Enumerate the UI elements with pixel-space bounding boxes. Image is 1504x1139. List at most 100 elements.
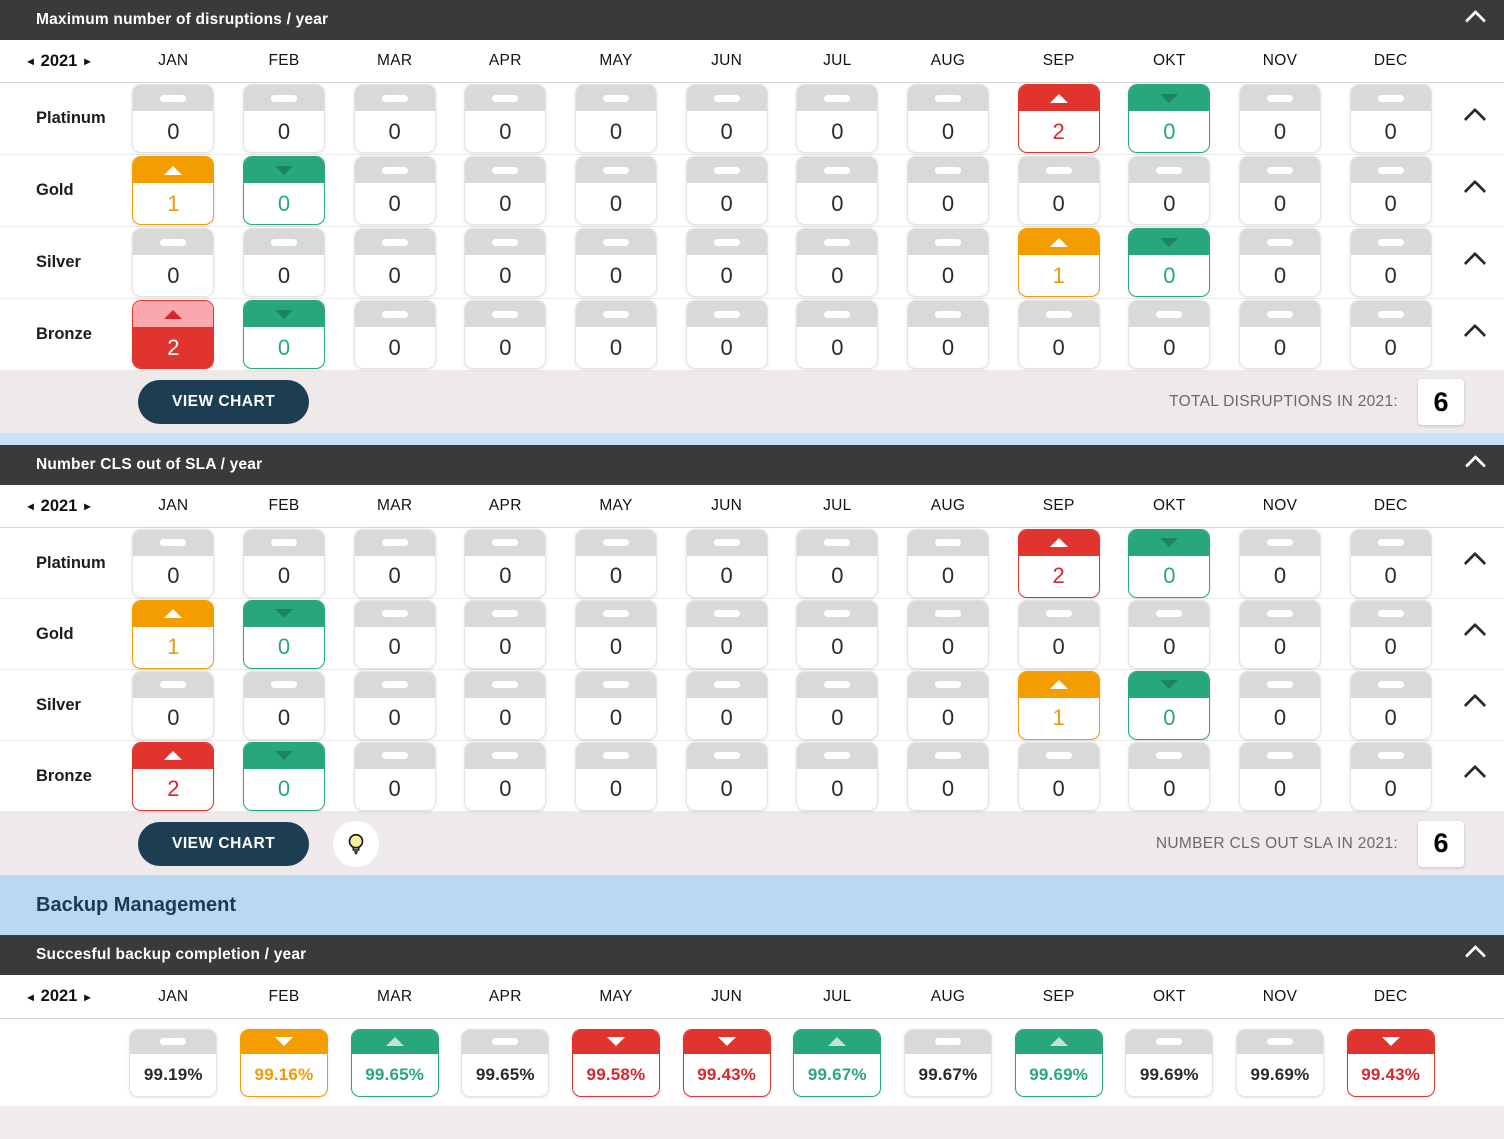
month-stat-tile[interactable]: 2 bbox=[1017, 528, 1100, 598]
month-stat-tile[interactable]: 0 bbox=[906, 156, 989, 225]
month-stat-tile[interactable]: 0 bbox=[685, 228, 768, 297]
month-stat-tile[interactable]: 99.43% bbox=[1346, 1028, 1435, 1097]
month-stat-tile[interactable]: 0 bbox=[574, 599, 657, 669]
month-stat-tile[interactable]: 0 bbox=[1128, 156, 1211, 225]
month-stat-tile[interactable]: 0 bbox=[574, 741, 657, 811]
month-stat-tile[interactable]: 0 bbox=[574, 670, 657, 740]
month-stat-tile[interactable]: 0 bbox=[1238, 599, 1321, 669]
month-stat-tile[interactable]: 99.19% bbox=[129, 1028, 218, 1097]
month-stat-tile[interactable]: 0 bbox=[1017, 156, 1100, 225]
month-stat-tile[interactable]: 0 bbox=[1128, 741, 1211, 811]
month-stat-tile[interactable]: 0 bbox=[685, 599, 768, 669]
month-stat-tile[interactable]: 0 bbox=[574, 300, 657, 369]
month-stat-tile[interactable]: 0 bbox=[353, 156, 436, 225]
month-stat-tile[interactable]: 0 bbox=[1128, 228, 1211, 297]
month-stat-tile[interactable]: 0 bbox=[242, 741, 325, 811]
month-stat-tile[interactable]: 99.67% bbox=[903, 1028, 992, 1097]
month-stat-tile[interactable]: 0 bbox=[464, 156, 547, 225]
month-stat-tile[interactable]: 0 bbox=[685, 84, 768, 153]
month-stat-tile[interactable]: 99.67% bbox=[793, 1028, 882, 1097]
view-chart-button[interactable]: VIEW CHART bbox=[138, 821, 310, 866]
month-stat-tile[interactable]: 0 bbox=[906, 599, 989, 669]
collapse-row-icon[interactable] bbox=[1463, 107, 1487, 130]
prev-year-icon[interactable]: ◂ bbox=[27, 989, 34, 1004]
month-stat-tile[interactable]: 0 bbox=[242, 84, 325, 153]
month-stat-tile[interactable]: 0 bbox=[242, 156, 325, 225]
month-stat-tile[interactable]: 0 bbox=[464, 670, 547, 740]
collapse-section-icon[interactable] bbox=[1464, 944, 1486, 966]
month-stat-tile[interactable]: 99.65% bbox=[350, 1028, 439, 1097]
collapse-row-icon[interactable] bbox=[1463, 323, 1487, 346]
month-stat-tile[interactable]: 0 bbox=[464, 228, 547, 297]
month-stat-tile[interactable]: 0 bbox=[1238, 84, 1321, 153]
month-stat-tile[interactable]: 1 bbox=[132, 599, 215, 669]
month-stat-tile[interactable]: 0 bbox=[574, 84, 657, 153]
month-stat-tile[interactable]: 0 bbox=[906, 84, 989, 153]
month-stat-tile[interactable]: 0 bbox=[132, 670, 215, 740]
collapse-row-icon[interactable] bbox=[1463, 251, 1487, 274]
month-stat-tile[interactable]: 0 bbox=[796, 670, 879, 740]
collapse-row-icon[interactable] bbox=[1463, 622, 1487, 646]
month-stat-tile[interactable]: 0 bbox=[906, 228, 989, 297]
month-stat-tile[interactable]: 0 bbox=[1128, 670, 1211, 740]
month-stat-tile[interactable]: 0 bbox=[1128, 300, 1211, 369]
month-stat-tile[interactable]: 0 bbox=[906, 528, 989, 598]
month-stat-tile[interactable]: 99.69% bbox=[1235, 1028, 1324, 1097]
month-stat-tile[interactable]: 0 bbox=[464, 84, 547, 153]
month-stat-tile[interactable]: 0 bbox=[1238, 156, 1321, 225]
month-stat-tile[interactable]: 0 bbox=[353, 228, 436, 297]
month-stat-tile[interactable]: 0 bbox=[796, 599, 879, 669]
month-stat-tile[interactable]: 0 bbox=[353, 84, 436, 153]
lightbulb-icon[interactable] bbox=[333, 820, 380, 867]
month-stat-tile[interactable]: 0 bbox=[242, 528, 325, 598]
month-stat-tile[interactable]: 0 bbox=[685, 741, 768, 811]
next-year-icon[interactable]: ▸ bbox=[84, 989, 91, 1004]
month-stat-tile[interactable]: 0 bbox=[574, 156, 657, 225]
month-stat-tile[interactable]: 99.16% bbox=[239, 1028, 328, 1097]
month-stat-tile[interactable]: 0 bbox=[1238, 741, 1321, 811]
month-stat-tile[interactable]: 0 bbox=[132, 528, 215, 598]
month-stat-tile[interactable]: 1 bbox=[1017, 228, 1100, 297]
month-stat-tile[interactable]: 0 bbox=[685, 300, 768, 369]
month-stat-tile[interactable]: 0 bbox=[132, 84, 215, 153]
month-stat-tile[interactable]: 0 bbox=[242, 599, 325, 669]
month-stat-tile[interactable]: 0 bbox=[353, 741, 436, 811]
month-stat-tile[interactable]: 0 bbox=[906, 741, 989, 811]
month-stat-tile[interactable]: 0 bbox=[353, 599, 436, 669]
month-stat-tile[interactable]: 0 bbox=[1349, 156, 1432, 225]
month-stat-tile[interactable]: 0 bbox=[1238, 670, 1321, 740]
collapse-section-icon[interactable] bbox=[1464, 9, 1486, 31]
month-stat-tile[interactable]: 0 bbox=[353, 670, 436, 740]
collapse-row-icon[interactable] bbox=[1463, 693, 1487, 717]
month-stat-tile[interactable]: 2 bbox=[132, 300, 215, 369]
month-stat-tile[interactable]: 0 bbox=[1238, 528, 1321, 598]
month-stat-tile[interactable]: 0 bbox=[1128, 599, 1211, 669]
month-stat-tile[interactable]: 1 bbox=[132, 156, 215, 225]
month-stat-tile[interactable]: 0 bbox=[132, 228, 215, 297]
month-stat-tile[interactable]: 0 bbox=[464, 528, 547, 598]
month-stat-tile[interactable]: 0 bbox=[796, 228, 879, 297]
month-stat-tile[interactable]: 0 bbox=[574, 228, 657, 297]
view-chart-button[interactable]: VIEW CHART bbox=[138, 380, 310, 424]
month-stat-tile[interactable]: 0 bbox=[353, 300, 436, 369]
month-stat-tile[interactable]: 0 bbox=[685, 528, 768, 598]
month-stat-tile[interactable]: 2 bbox=[1017, 84, 1100, 153]
prev-year-icon[interactable]: ◂ bbox=[27, 499, 34, 513]
month-stat-tile[interactable]: 0 bbox=[1017, 599, 1100, 669]
month-stat-tile[interactable]: 0 bbox=[1349, 84, 1432, 153]
month-stat-tile[interactable]: 0 bbox=[796, 84, 879, 153]
prev-year-icon[interactable]: ◂ bbox=[27, 54, 34, 68]
month-stat-tile[interactable]: 0 bbox=[685, 670, 768, 740]
month-stat-tile[interactable]: 0 bbox=[796, 300, 879, 369]
month-stat-tile[interactable]: 0 bbox=[1349, 670, 1432, 740]
month-stat-tile[interactable]: 0 bbox=[685, 156, 768, 225]
month-stat-tile[interactable]: 0 bbox=[464, 599, 547, 669]
month-stat-tile[interactable]: 0 bbox=[1238, 228, 1321, 297]
month-stat-tile[interactable]: 0 bbox=[1238, 300, 1321, 369]
month-stat-tile[interactable]: 0 bbox=[1128, 84, 1211, 153]
month-stat-tile[interactable]: 0 bbox=[796, 741, 879, 811]
month-stat-tile[interactable]: 0 bbox=[1349, 228, 1432, 297]
month-stat-tile[interactable]: 0 bbox=[906, 300, 989, 369]
collapse-row-icon[interactable] bbox=[1463, 551, 1487, 575]
month-stat-tile[interactable]: 0 bbox=[464, 741, 547, 811]
